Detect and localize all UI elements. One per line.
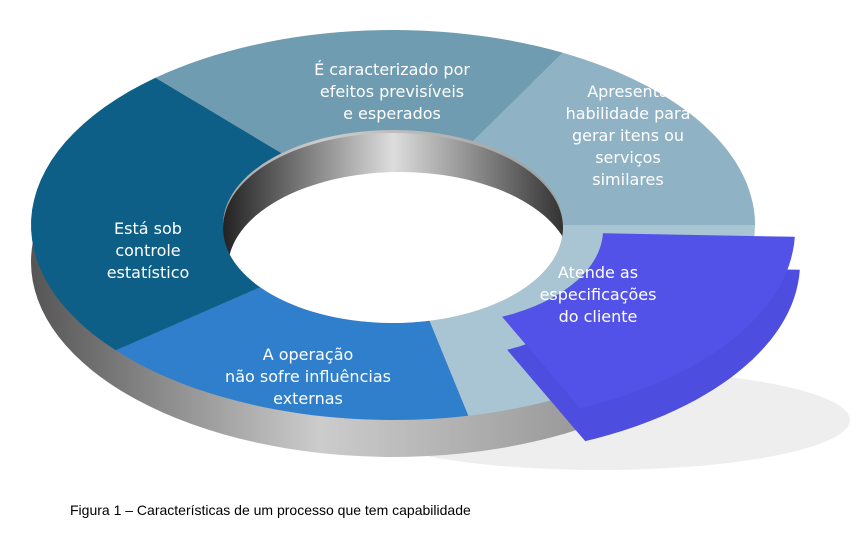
segment-label: controle bbox=[115, 241, 180, 260]
segment-label: serviços bbox=[595, 148, 661, 167]
segment-label: Atende as bbox=[558, 263, 638, 282]
segment-label: habilidade para bbox=[566, 104, 691, 123]
segment-label: não sofre influências bbox=[225, 367, 391, 386]
segment-label: similares bbox=[592, 170, 663, 189]
ring-segment bbox=[31, 77, 282, 351]
caption: Figura 1 – Características de um process… bbox=[70, 502, 471, 518]
segment-label: efeitos previsíveis bbox=[320, 82, 464, 101]
segment-label: especificações bbox=[540, 285, 657, 304]
segment-top bbox=[502, 233, 795, 409]
segment-label: estatístico bbox=[107, 263, 190, 282]
segment-label: do cliente bbox=[559, 307, 638, 326]
segment-label: Está sob bbox=[114, 219, 182, 238]
segment-label: e esperados bbox=[343, 104, 441, 123]
segment-label: A operação bbox=[263, 345, 354, 364]
segment-label: gerar itens ou bbox=[572, 126, 684, 145]
ring-segment bbox=[472, 52, 755, 225]
highlight-segment bbox=[502, 233, 800, 442]
segment-label: externas bbox=[273, 389, 343, 408]
ring-segment bbox=[115, 286, 469, 420]
labels: É caracterizado por efeitos previsíveis e … bbox=[107, 60, 691, 408]
segment-label: Apresenta bbox=[587, 82, 669, 101]
ring-segment bbox=[155, 30, 563, 154]
segment-label: É caracterizado por bbox=[314, 60, 470, 79]
